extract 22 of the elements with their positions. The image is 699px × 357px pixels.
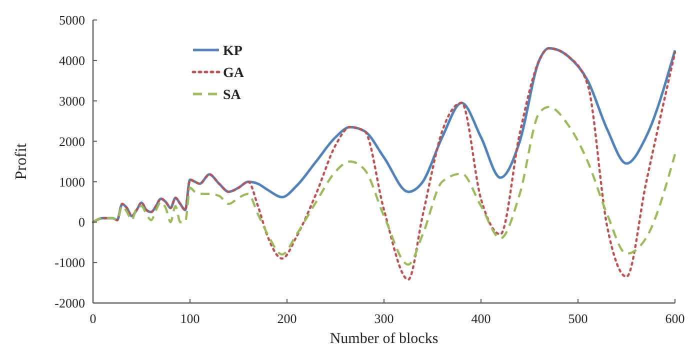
x-tick-label: 0 bbox=[90, 311, 96, 326]
line-series bbox=[92, 47, 676, 281]
line-series bbox=[92, 106, 676, 266]
y-axis-title: Profit bbox=[13, 142, 30, 180]
legend-label: SA bbox=[223, 88, 242, 103]
y-tick-label: 1000 bbox=[59, 174, 85, 190]
x-tick-label: 600 bbox=[665, 311, 685, 326]
y-tick-label: 3000 bbox=[59, 93, 85, 108]
x-tick-label: 200 bbox=[277, 311, 297, 326]
y-tick-label: 2000 bbox=[59, 134, 85, 149]
x-tick-label: 500 bbox=[568, 311, 588, 326]
legend-label: KP bbox=[223, 44, 243, 59]
y-tick-label: 5000 bbox=[59, 12, 85, 28]
x-tick-label: 400 bbox=[471, 311, 491, 326]
x-tick-label: 100 bbox=[180, 311, 200, 326]
legend-label: GA bbox=[223, 66, 245, 81]
y-tick-label: -2000 bbox=[54, 296, 85, 311]
y-tick-label: -1000 bbox=[54, 255, 85, 270]
y-tick-label: 4000 bbox=[59, 52, 85, 68]
y-tick-label: 0 bbox=[78, 214, 85, 230]
x-tick-label: 300 bbox=[374, 311, 394, 326]
x-axis-title: Number of blocks bbox=[330, 331, 438, 347]
